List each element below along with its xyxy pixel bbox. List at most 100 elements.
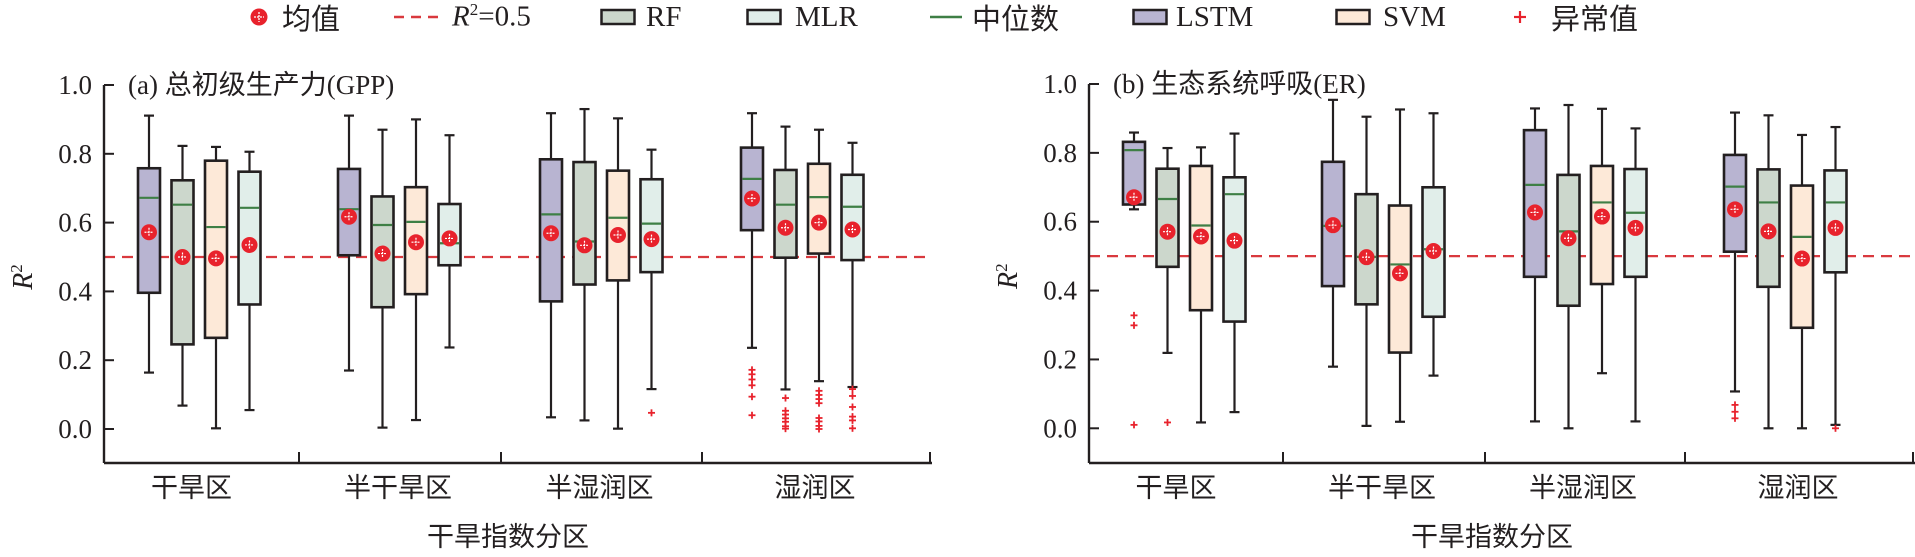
box-rf: [773, 125, 798, 433]
outlier-point: [1130, 321, 1138, 329]
mean-marker: [174, 249, 191, 265]
box-rf: [572, 107, 597, 422]
iqr-box: [739, 146, 765, 232]
iqr-box: [203, 159, 229, 340]
category-label: 半湿润区: [1529, 473, 1637, 503]
box-mlr: [1823, 125, 1848, 432]
box-svm: [806, 128, 832, 433]
box-mlr: [1421, 112, 1446, 377]
box-rf: [1756, 114, 1781, 430]
box-svm: [1387, 108, 1413, 423]
box-mlr: [840, 141, 865, 432]
y-tick-label: 0.8: [58, 139, 92, 169]
outlier-point: [1731, 401, 1739, 409]
legend-item-outlier: 异常值: [1513, 0, 1638, 36]
ref-line-r: R: [452, 0, 470, 33]
outlier-point: [815, 425, 823, 433]
outlier-point: [1130, 421, 1138, 429]
mean-marker: [1827, 219, 1844, 236]
y-tick-label: 1.0: [58, 70, 92, 100]
outlier-point: [782, 425, 789, 433]
category-label: 湿润区: [775, 473, 856, 503]
outlier-point: [782, 394, 789, 402]
rf-swatch-icon: [600, 8, 636, 26]
category-group: 半湿润区: [538, 107, 664, 503]
box-mlr: [437, 134, 462, 349]
y-tick-label: 0.2: [1043, 344, 1077, 374]
category-group: 半湿润区: [1522, 103, 1648, 503]
box-mlr: [1623, 127, 1648, 423]
outlier-point: [748, 411, 756, 419]
box-mlr: [1222, 132, 1247, 414]
mean-marker: [1627, 219, 1644, 236]
y-axis-label: R2: [7, 264, 39, 291]
iqr-box: [773, 168, 798, 259]
outlier-point: [1832, 424, 1839, 432]
mean-marker: [1425, 242, 1442, 259]
category-group: 湿润区: [739, 112, 865, 503]
legend-label-ref-line: R2=0.5: [452, 0, 531, 34]
outlier-point: [748, 375, 756, 383]
box-rf: [170, 144, 195, 407]
category-group: 干旱区: [136, 114, 262, 503]
box-svm: [1589, 107, 1615, 375]
mean-marker: [844, 221, 861, 238]
box-rf: [370, 128, 395, 429]
outlier-plus-icon: [1514, 11, 1526, 23]
legend-item-rf: RF: [600, 0, 681, 34]
mean-marker: [744, 190, 760, 207]
outlier-point: [849, 392, 856, 400]
outlier-point: [1731, 408, 1739, 416]
y-tick-label: 0.2: [58, 345, 92, 375]
box-lstm: [136, 114, 162, 374]
iqr-box: [1589, 164, 1615, 286]
mlr-swatch-icon: [746, 8, 782, 26]
iqr-box: [1522, 128, 1548, 279]
mean-marker: [1527, 204, 1543, 221]
outlier-point: [748, 381, 756, 389]
lstm-swatch-icon: [1132, 8, 1168, 26]
category-label: 干旱区: [1136, 473, 1217, 503]
legend-item-mlr: MLR: [746, 0, 858, 34]
category-label: 半湿润区: [546, 473, 654, 503]
box-rf: [1556, 103, 1581, 430]
mean-marker: [141, 224, 157, 241]
y-tick-label: 0.8: [1043, 138, 1077, 168]
mean-marker: [811, 214, 827, 231]
legend-label-outlier: 异常值: [1551, 4, 1639, 36]
legend-item-lstm: LSTM: [1132, 0, 1253, 34]
outlier-point: [1731, 414, 1739, 422]
box-svm: [1789, 133, 1815, 430]
iqr-box: [840, 173, 865, 262]
legend: 均值 R2=0.5 RF MLR 中位数 LSTM SVM 异常值: [0, 0, 1915, 36]
mean-marker: [208, 250, 224, 267]
y-axis-label-sup: 2: [7, 264, 26, 273]
mean-marker: [610, 226, 626, 243]
mean-marker-icon: [250, 8, 268, 26]
box-svm: [203, 145, 229, 430]
box-svm: [403, 118, 429, 422]
legend-label-svm: SVM: [1383, 0, 1446, 33]
category-group: 干旱区: [1121, 131, 1247, 503]
mean-marker: [1392, 265, 1408, 282]
ref-line-sup: 2: [469, 0, 479, 20]
mean-marker: [1760, 223, 1777, 240]
outlier-point: [849, 424, 856, 432]
panel-b: 0.0 0.2 0.4 0.6 0.8 1.0 R2 (b) 生态系统呼吸(ER) 干旱区 半干旱…: [992, 69, 1915, 552]
legend-item-ref-line: R2=0.5: [394, 0, 531, 34]
y-tick-label: 0.4: [1043, 276, 1077, 306]
mean-marker: [341, 208, 357, 225]
y-axis-label-sup: 2: [992, 263, 1011, 272]
mean-marker: [1193, 228, 1209, 245]
legend-item-median: 中位数: [930, 0, 1059, 36]
box-mlr: [237, 150, 262, 412]
mean-marker: [1727, 201, 1743, 218]
mean-marker: [543, 225, 559, 242]
box-lstm: [1522, 107, 1548, 423]
y-tick-label: 0.4: [58, 276, 92, 306]
outlier-point: [849, 385, 856, 393]
iqr-box: [1155, 167, 1180, 269]
mean-marker: [1159, 223, 1176, 240]
y-tick-label: 0.6: [1043, 207, 1077, 237]
ref-line-suffix: =0.5: [478, 0, 531, 33]
